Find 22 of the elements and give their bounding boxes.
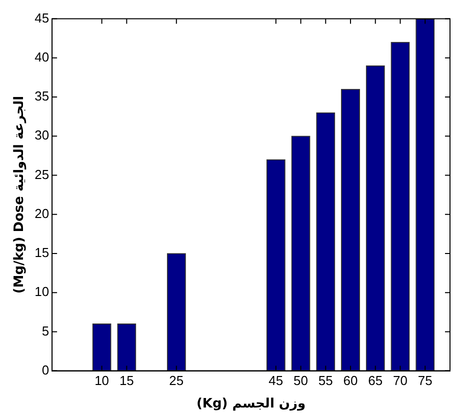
x-tick-label: 75 [418, 373, 432, 388]
y-tick-label: 0 [42, 362, 50, 378]
x-tick-label: 45 [268, 373, 284, 388]
x-tick-label: 50 [294, 373, 308, 388]
y-tick-label: 10 [34, 284, 50, 300]
y-tick-label: 20 [34, 206, 50, 221]
x-tick-label: 15 [119, 373, 134, 388]
y-axis-title: (Mg/kg) Dose الجرعة الدوائية [12, 96, 28, 294]
x-tick-label: 10 [94, 373, 110, 388]
x-tick-label: 55 [318, 373, 333, 388]
y-tick-label: 25 [34, 166, 50, 182]
x-tick-label: 60 [343, 373, 358, 388]
y-tick-label: 45 [34, 10, 50, 26]
y-tick-label: 40 [34, 49, 50, 64]
y-tick-label: 35 [34, 88, 50, 104]
x-tick-label: 65 [368, 373, 383, 388]
x-tick-label: 70 [393, 373, 408, 388]
y-tick-label: 30 [34, 128, 50, 143]
y-tick-label: 5 [42, 323, 50, 338]
x-tick-label: 25 [169, 373, 184, 388]
x-axis-title: (Kg) وزن الجسم [196, 396, 306, 412]
y-tick-label: 15 [34, 245, 50, 260]
